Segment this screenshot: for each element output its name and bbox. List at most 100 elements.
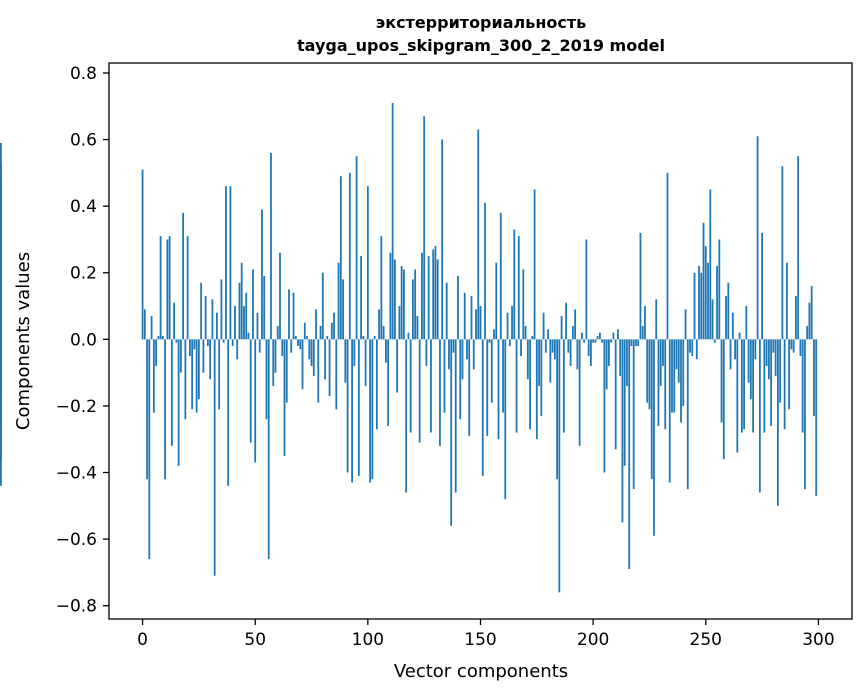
bar-288 bbox=[790, 339, 793, 350]
bar-64 bbox=[285, 339, 288, 403]
bar-206 bbox=[605, 339, 608, 390]
bar-155 bbox=[490, 339, 493, 403]
bar-75 bbox=[310, 339, 313, 366]
bar-100 bbox=[366, 186, 369, 340]
bar-152 bbox=[484, 202, 486, 340]
bar-105 bbox=[378, 309, 381, 340]
bar-147 bbox=[472, 339, 475, 370]
bar-68 bbox=[294, 336, 297, 340]
bar-135 bbox=[445, 282, 448, 340]
bar-291 bbox=[797, 156, 800, 340]
bar-242 bbox=[686, 339, 689, 490]
bar-27 bbox=[202, 339, 205, 373]
bar-247 bbox=[698, 266, 700, 340]
bar-271 bbox=[752, 339, 754, 433]
bar-65 bbox=[288, 289, 290, 340]
bar-129 bbox=[432, 249, 435, 340]
bar-261 bbox=[729, 339, 732, 370]
bar-143 bbox=[463, 292, 466, 340]
bar-207 bbox=[608, 339, 610, 366]
bar-6 bbox=[155, 339, 157, 366]
bar-280 bbox=[772, 339, 775, 353]
bar-251 bbox=[707, 262, 709, 340]
plot-frame bbox=[108, 62, 853, 620]
bar-241 bbox=[684, 309, 687, 340]
bar-216 bbox=[628, 339, 631, 570]
bar-221 bbox=[639, 232, 642, 340]
bar-46 bbox=[245, 292, 248, 340]
bar-146 bbox=[470, 296, 473, 340]
bar-14 bbox=[173, 302, 176, 340]
bar-122 bbox=[416, 316, 419, 340]
bar-235 bbox=[671, 339, 673, 413]
bar-192 bbox=[574, 309, 577, 340]
bar-48 bbox=[249, 339, 252, 443]
bar-268 bbox=[745, 306, 748, 340]
bar-116 bbox=[403, 269, 405, 340]
bar-276 bbox=[763, 339, 766, 433]
bar-205 bbox=[603, 339, 606, 473]
bar-3 bbox=[148, 339, 151, 560]
bar-168 bbox=[520, 339, 522, 356]
bar-279 bbox=[770, 339, 773, 426]
bar-127 bbox=[427, 256, 430, 340]
bar-140 bbox=[457, 276, 459, 340]
bar-224 bbox=[646, 339, 649, 403]
bar-249 bbox=[702, 222, 705, 340]
bar-102 bbox=[371, 339, 374, 480]
bar-165 bbox=[513, 229, 516, 340]
bar-undefined bbox=[0, 292, 2, 340]
bar-209 bbox=[612, 332, 615, 340]
bar-253 bbox=[711, 299, 714, 340]
bar-31 bbox=[211, 299, 214, 340]
bar-5 bbox=[152, 339, 155, 413]
bar-26 bbox=[200, 282, 203, 340]
bar-240 bbox=[682, 339, 685, 406]
bar-101 bbox=[369, 339, 372, 483]
bar-298 bbox=[813, 339, 815, 416]
bar-29 bbox=[207, 339, 209, 346]
bar-151 bbox=[481, 339, 484, 476]
bar-49 bbox=[252, 269, 254, 340]
bar-193 bbox=[576, 339, 579, 370]
bar-47 bbox=[247, 332, 250, 340]
bar-172 bbox=[529, 339, 531, 430]
bar-171 bbox=[526, 339, 529, 380]
bar-225 bbox=[648, 339, 651, 410]
bar-undefined bbox=[0, 339, 2, 486]
bar-118 bbox=[407, 332, 410, 340]
bar-141 bbox=[459, 339, 462, 420]
bar-16 bbox=[177, 339, 180, 466]
bar-184 bbox=[556, 339, 558, 480]
bar-194 bbox=[578, 339, 581, 446]
y-tick-label: −0.2 bbox=[56, 397, 97, 417]
bar-125 bbox=[423, 116, 426, 340]
bar-144 bbox=[466, 339, 468, 360]
bar-264 bbox=[736, 339, 739, 453]
bar-294 bbox=[804, 339, 806, 490]
bar-90 bbox=[344, 339, 347, 383]
bar-63 bbox=[283, 339, 286, 456]
bar-244 bbox=[691, 339, 694, 356]
y-tick-label: −0.4 bbox=[56, 464, 97, 484]
bar-86 bbox=[335, 339, 338, 410]
bar-30 bbox=[209, 339, 212, 380]
x-tick-label: 150 bbox=[464, 630, 496, 650]
bar-154 bbox=[488, 339, 491, 343]
bar-297 bbox=[810, 286, 813, 340]
bar-237 bbox=[675, 339, 678, 370]
bar-183 bbox=[553, 339, 556, 360]
bar-202 bbox=[596, 336, 599, 340]
y-tick-label: −0.8 bbox=[56, 597, 97, 617]
bar-108 bbox=[384, 339, 387, 363]
bar-124 bbox=[421, 252, 423, 340]
bar-111 bbox=[391, 102, 394, 340]
bar-274 bbox=[758, 339, 761, 493]
chart-title: экстерриториальность bbox=[376, 13, 587, 32]
bar-191 bbox=[571, 326, 574, 340]
bar-9 bbox=[161, 336, 164, 340]
bar-66 bbox=[290, 339, 293, 353]
bar-214 bbox=[623, 339, 626, 466]
bar-34 bbox=[218, 339, 221, 410]
bar-18 bbox=[182, 212, 185, 340]
